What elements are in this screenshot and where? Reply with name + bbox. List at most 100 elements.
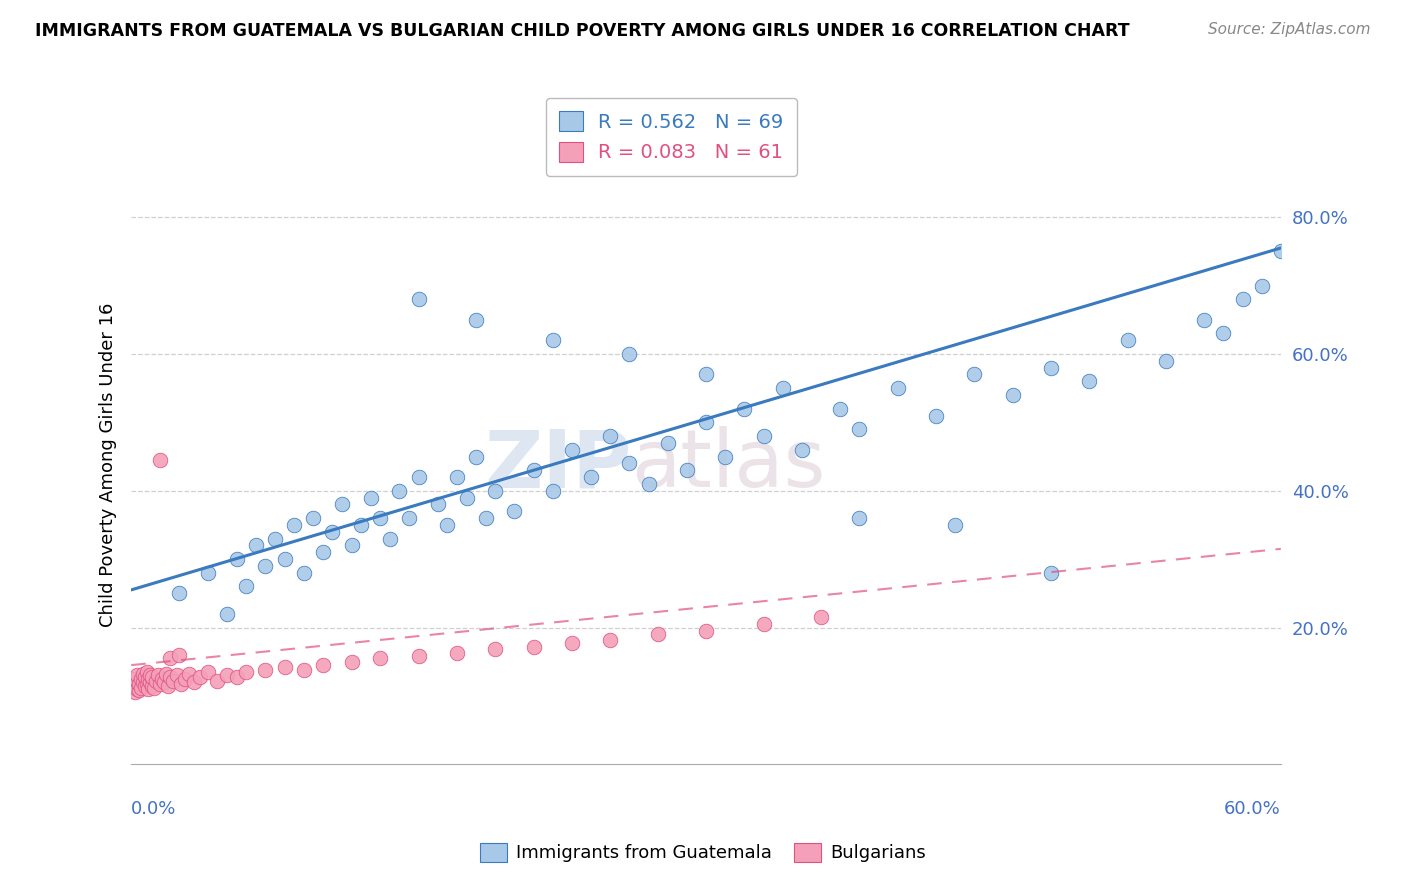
Point xyxy=(235,579,257,593)
Point xyxy=(647,627,669,641)
Point xyxy=(752,617,775,632)
Point xyxy=(145,673,167,688)
Point xyxy=(245,538,267,552)
Point xyxy=(139,675,162,690)
Point xyxy=(141,670,163,684)
Point xyxy=(174,672,197,686)
Point xyxy=(456,491,478,505)
Point xyxy=(388,483,411,498)
Point xyxy=(830,401,852,416)
Point xyxy=(139,668,162,682)
Point xyxy=(134,670,156,684)
Y-axis label: Child Poverty Among Girls Under 16: Child Poverty Among Girls Under 16 xyxy=(100,303,117,627)
Point xyxy=(561,635,583,649)
Point xyxy=(1078,375,1101,389)
Point xyxy=(124,685,146,699)
Point xyxy=(848,511,870,525)
Legend: Immigrants from Guatemala, Bulgarians: Immigrants from Guatemala, Bulgarians xyxy=(472,836,934,870)
Point xyxy=(465,313,488,327)
Point xyxy=(264,532,287,546)
Point xyxy=(484,642,506,657)
Point xyxy=(541,334,564,348)
Point xyxy=(155,667,177,681)
Point xyxy=(128,683,150,698)
Point xyxy=(141,679,163,693)
Point xyxy=(292,663,315,677)
Point xyxy=(1250,278,1272,293)
Point xyxy=(446,647,468,661)
Point xyxy=(695,368,717,382)
Point xyxy=(523,463,546,477)
Point xyxy=(1154,354,1177,368)
Point xyxy=(340,655,363,669)
Point xyxy=(474,511,496,525)
Point xyxy=(122,679,145,693)
Point xyxy=(135,676,157,690)
Point xyxy=(943,517,966,532)
Point xyxy=(465,450,488,464)
Point xyxy=(132,675,155,690)
Point xyxy=(167,648,190,662)
Point xyxy=(925,409,948,423)
Point xyxy=(159,651,181,665)
Point xyxy=(1039,566,1062,580)
Text: Source: ZipAtlas.com: Source: ZipAtlas.com xyxy=(1208,22,1371,37)
Point xyxy=(159,670,181,684)
Point xyxy=(436,517,458,532)
Point xyxy=(619,347,641,361)
Point xyxy=(197,566,219,580)
Point xyxy=(619,456,641,470)
Point xyxy=(134,679,156,693)
Point xyxy=(167,586,190,600)
Point xyxy=(125,681,148,696)
Point xyxy=(150,672,173,686)
Point xyxy=(408,293,430,307)
Point xyxy=(128,676,150,690)
Point xyxy=(1270,244,1292,259)
Point xyxy=(695,624,717,638)
Point xyxy=(963,368,986,382)
Point xyxy=(143,681,166,695)
Text: IMMIGRANTS FROM GUATEMALA VS BULGARIAN CHILD POVERTY AMONG GIRLS UNDER 16 CORREL: IMMIGRANTS FROM GUATEMALA VS BULGARIAN C… xyxy=(35,22,1130,40)
Point xyxy=(138,681,160,696)
Text: 0.0%: 0.0% xyxy=(131,800,177,818)
Point xyxy=(1212,326,1234,341)
Point xyxy=(235,665,257,679)
Point xyxy=(207,673,229,688)
Point xyxy=(162,673,184,688)
Point xyxy=(1001,388,1024,402)
Point xyxy=(177,667,200,681)
Point xyxy=(1192,313,1215,327)
Point xyxy=(254,558,277,573)
Point xyxy=(599,632,621,647)
Text: ZIP: ZIP xyxy=(484,426,631,504)
Point xyxy=(273,552,295,566)
Point xyxy=(215,607,238,621)
Point xyxy=(197,665,219,679)
Point xyxy=(370,651,392,665)
Point xyxy=(446,470,468,484)
Point xyxy=(695,415,717,429)
Point xyxy=(523,640,546,654)
Point xyxy=(166,668,188,682)
Point xyxy=(657,435,679,450)
Point xyxy=(146,668,169,682)
Point xyxy=(360,491,382,505)
Point xyxy=(733,401,755,416)
Point xyxy=(426,497,449,511)
Point xyxy=(153,675,176,690)
Point xyxy=(1116,334,1139,348)
Point xyxy=(149,453,172,467)
Point xyxy=(370,511,392,525)
Point xyxy=(302,511,325,525)
Point xyxy=(129,681,152,695)
Point xyxy=(408,470,430,484)
Point xyxy=(254,663,277,677)
Point xyxy=(188,670,211,684)
Point xyxy=(579,470,602,484)
Point xyxy=(156,679,179,693)
Point xyxy=(503,504,526,518)
Point xyxy=(273,660,295,674)
Point xyxy=(408,649,430,664)
Point xyxy=(312,545,335,559)
